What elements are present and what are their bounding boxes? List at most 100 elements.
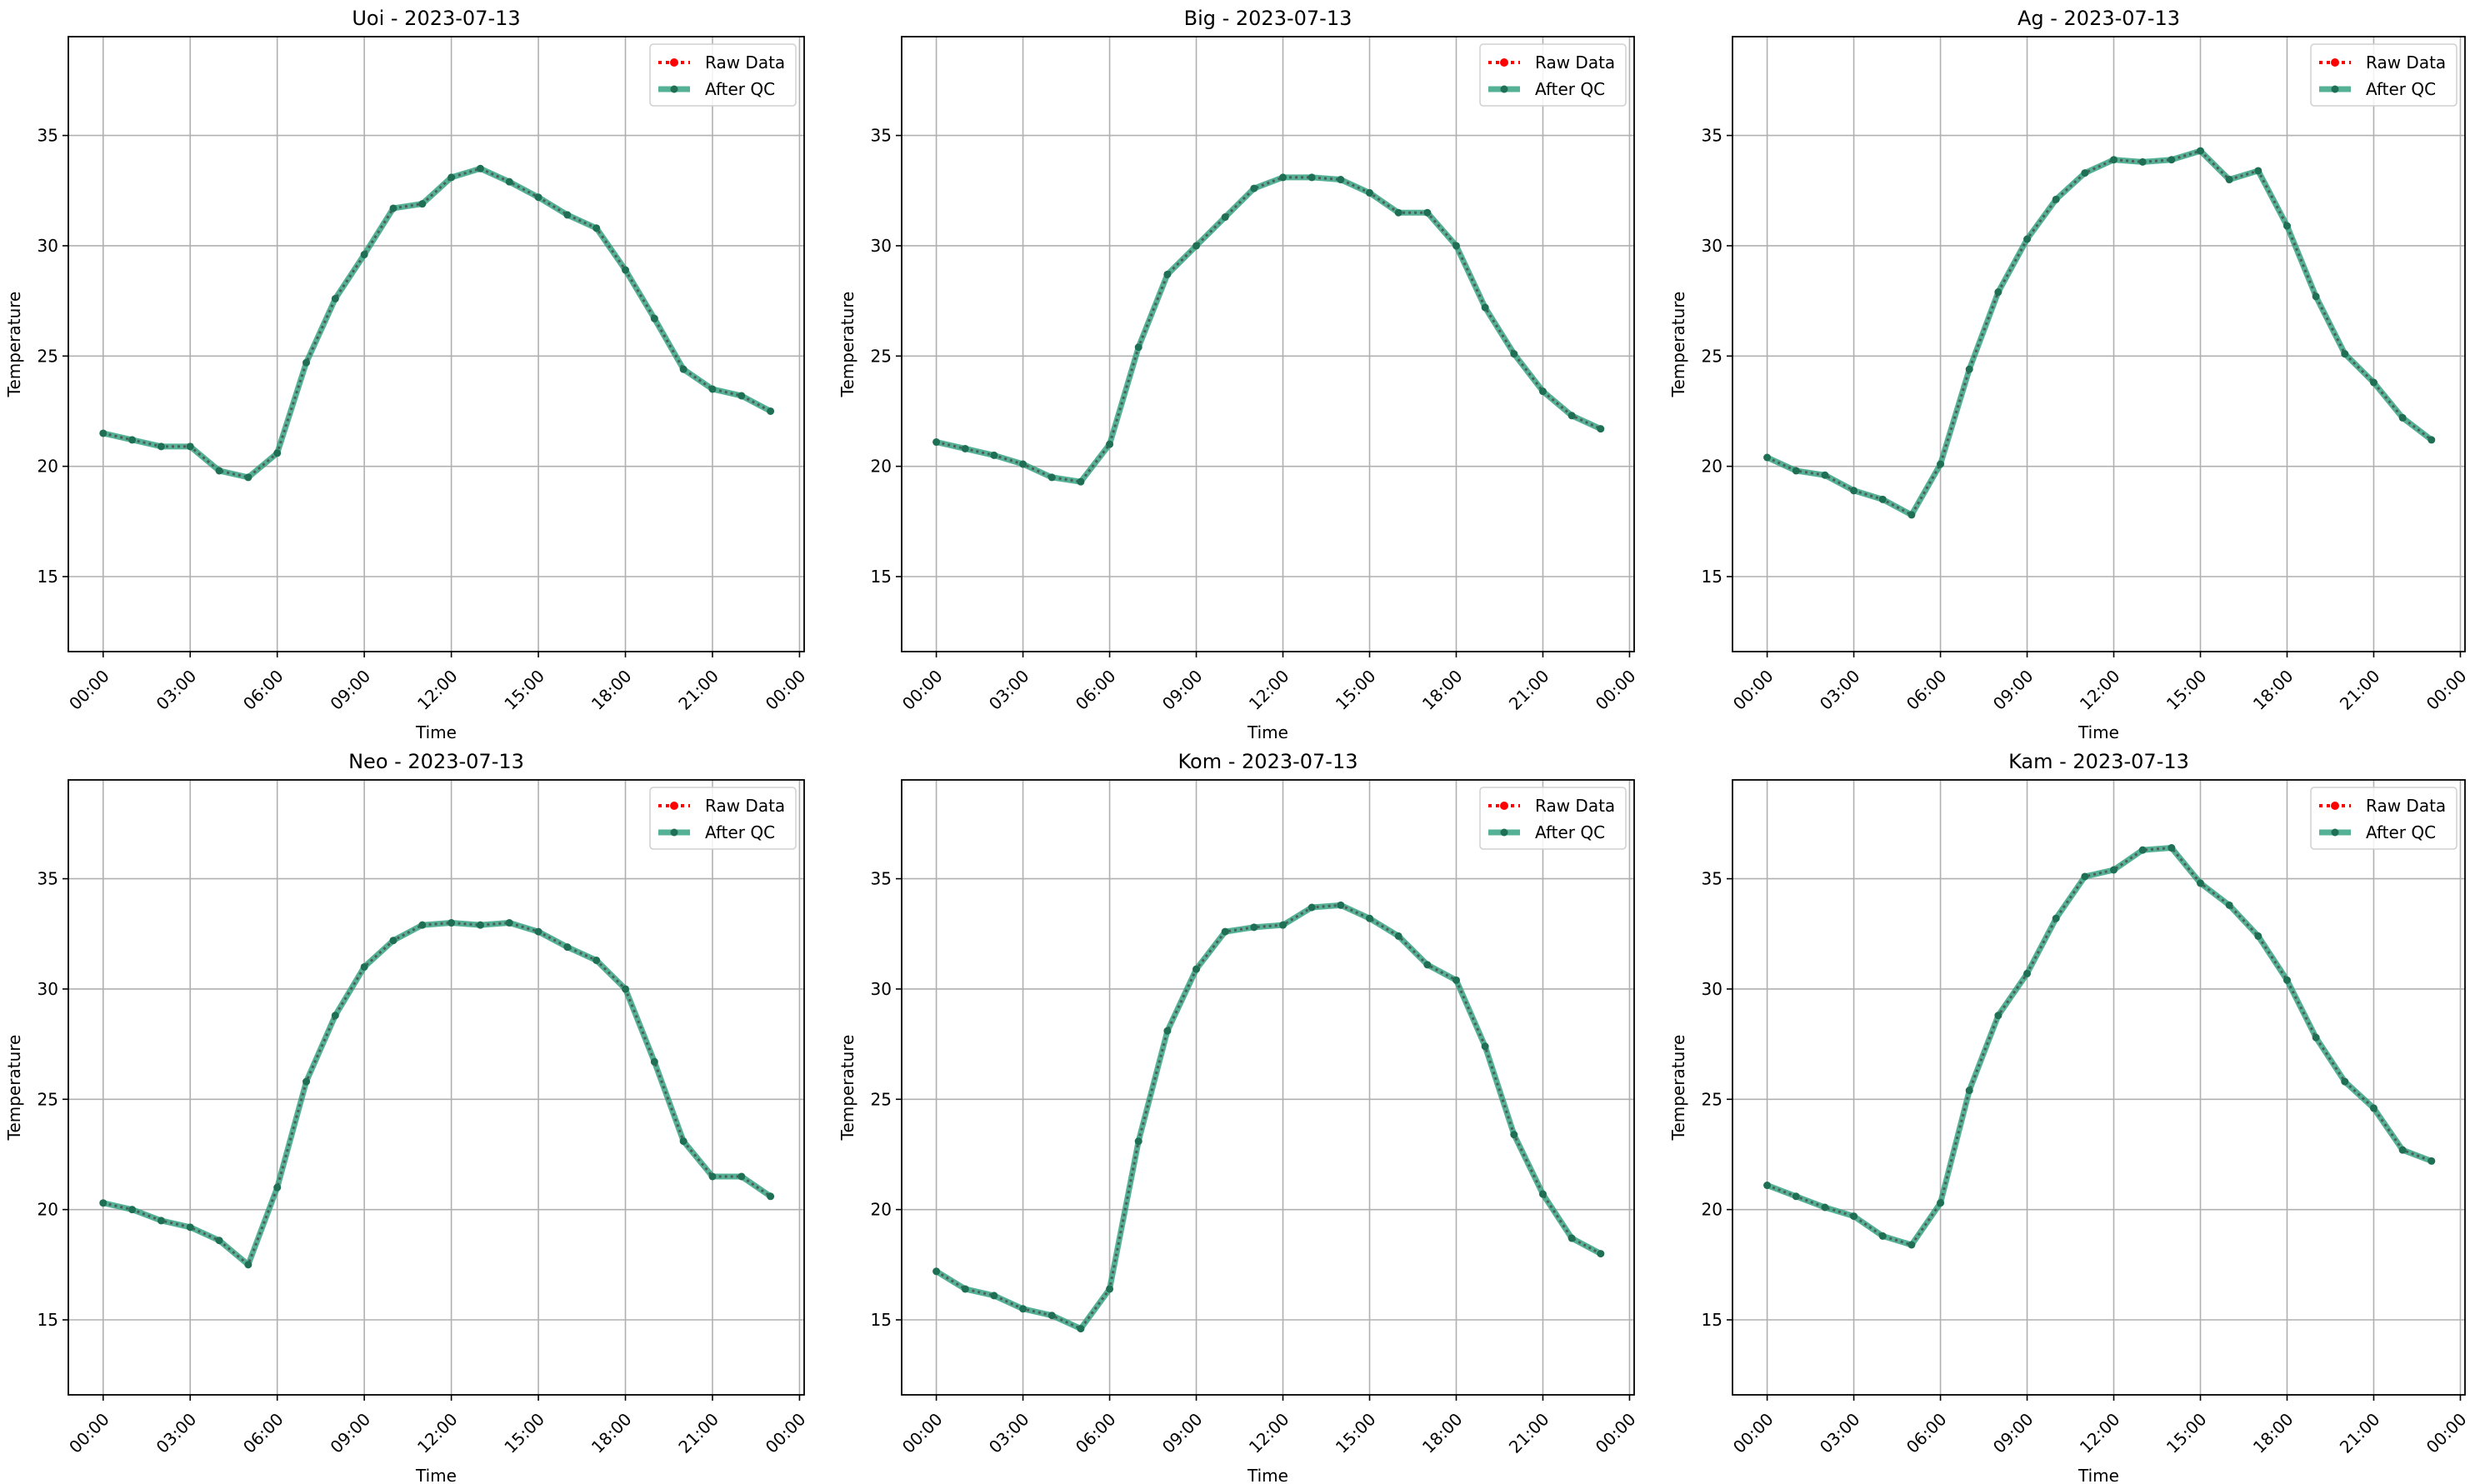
data-point-after-qc — [1077, 1325, 1085, 1333]
data-point-after-qc — [1510, 350, 1518, 358]
data-point-after-qc — [2225, 901, 2233, 909]
data-point-after-qc — [563, 943, 572, 952]
data-point-after-qc — [679, 365, 688, 373]
subplot-big: 00:00 03:00 06:00 09:00 12:00 15:00 18:00 21:00… — [838, 7, 1639, 742]
y-tick-label: 30 — [1702, 236, 1722, 256]
data-point-after-qc — [1019, 1305, 1028, 1313]
data-point-after-qc — [1878, 495, 1887, 503]
series-line-raw-data — [936, 176, 1602, 483]
y-tick-label: 35 — [871, 126, 892, 146]
data-point-after-qc — [2081, 169, 2089, 177]
x-tick-label: 18:00 — [1418, 666, 1467, 714]
data-point-after-qc — [1423, 961, 1432, 969]
x-tick-label: 12:00 — [413, 1409, 462, 1457]
legend-label-after-qc: After QC — [2366, 79, 2436, 99]
data-point-after-qc — [1134, 343, 1142, 352]
data-point-after-qc — [2369, 1104, 2378, 1112]
subplot-title: Kom - 2023-07-13 — [1178, 750, 1358, 773]
data-point-after-qc — [1250, 923, 1258, 932]
data-point-after-qc — [186, 1223, 194, 1232]
data-point-after-qc — [505, 177, 513, 186]
legend-marker-after-qc — [670, 85, 678, 93]
x-tick-label: 09:00 — [1158, 1409, 1207, 1457]
data-point-after-qc — [1308, 903, 1316, 912]
x-tick-label: 03:00 — [985, 666, 1033, 714]
x-tick-label: 18:00 — [2249, 1409, 2298, 1457]
subplot-kom: 00:00 03:00 06:00 09:00 12:00 15:00 18:00 21:00… — [838, 750, 1639, 1484]
legend: Raw Data After QC — [2310, 43, 2458, 107]
data-point-after-qc — [1077, 477, 1085, 486]
data-point-after-qc — [1221, 213, 1229, 222]
data-point-after-qc — [2110, 156, 2118, 164]
data-point-after-qc — [1538, 387, 1547, 396]
legend-label-after-qc: After QC — [2366, 822, 2436, 842]
series-line-after-qc — [102, 920, 772, 1268]
subplot-neo: 00:00 03:00 06:00 09:00 12:00 15:00 18:00 21:00… — [4, 750, 809, 1484]
series-line-after-qc — [1766, 845, 2433, 1248]
x-tick-label: 06:00 — [1902, 666, 1951, 714]
series-line-raw-data — [1766, 149, 2432, 517]
x-tick-label: 18:00 — [588, 1409, 636, 1457]
series-line-after-qc — [934, 902, 1602, 1332]
data-point-after-qc — [1763, 1182, 1772, 1190]
data-point-after-qc — [1221, 927, 1229, 936]
x-tick-label: 00:00 — [762, 1409, 810, 1457]
data-point-after-qc — [2282, 976, 2291, 984]
axes-frame — [68, 36, 805, 652]
x-tick-label: 21:00 — [674, 1409, 722, 1457]
y-tick-label: 25 — [871, 1089, 892, 1109]
data-point-after-qc — [1597, 425, 1605, 433]
y-tick-label: 30 — [38, 979, 58, 999]
data-point-after-qc — [1394, 932, 1402, 940]
data-point-after-qc — [505, 919, 513, 927]
data-point-after-qc — [1279, 173, 1288, 182]
data-point-after-qc — [1792, 1192, 1800, 1201]
series-line-after-qc — [1766, 147, 2433, 518]
subplot-title: Ag - 2023-07-13 — [2018, 7, 2180, 30]
data-point-after-qc — [1937, 1199, 1945, 1207]
x-tick-label: 03:00 — [152, 1409, 201, 1457]
data-point-after-qc — [448, 173, 456, 182]
data-point-after-qc — [360, 251, 368, 259]
x-tick-label: 00:00 — [2422, 666, 2471, 714]
data-point-after-qc — [1048, 473, 1056, 482]
data-point-after-qc — [1452, 976, 1460, 984]
data-point-after-qc — [215, 467, 223, 475]
x-tick-label: 12:00 — [1245, 666, 1293, 714]
data-point-after-qc — [534, 927, 542, 936]
data-point-after-qc — [1192, 242, 1201, 250]
y-tick-label: 30 — [871, 979, 892, 999]
data-point-after-qc — [2254, 167, 2262, 175]
data-point-after-qc — [389, 204, 398, 212]
legend-marker-after-qc — [670, 828, 678, 837]
x-tick-label: 09:00 — [326, 1409, 374, 1457]
x-axis-label: Time — [1247, 1466, 1288, 1484]
data-point-after-qc — [2341, 1077, 2349, 1086]
data-point-after-qc — [932, 438, 941, 447]
y-tick-label: 35 — [38, 126, 58, 146]
data-point-after-qc — [1163, 1027, 1172, 1035]
data-point-after-qc — [932, 1267, 941, 1276]
data-point-after-qc — [2254, 932, 2262, 940]
y-tick-label: 25 — [1702, 346, 1722, 366]
x-axis-label: Time — [2078, 1466, 2119, 1484]
legend-label-raw-data: Raw Data — [705, 52, 785, 72]
data-point-after-qc — [2428, 1157, 2436, 1165]
legend-marker-after-qc — [2331, 85, 2339, 93]
y-axis-label: Temperature — [4, 292, 24, 398]
data-point-after-qc — [2081, 872, 2089, 881]
data-point-after-qc — [2369, 378, 2378, 387]
data-point-after-qc — [2282, 222, 2291, 230]
data-point-after-qc — [360, 962, 368, 971]
data-point-after-qc — [961, 1285, 969, 1293]
y-tick-label: 25 — [38, 346, 58, 366]
y-tick-label: 30 — [38, 236, 58, 256]
x-tick-label: 15:00 — [2162, 666, 2211, 714]
legend-label-after-qc: After QC — [1535, 79, 1605, 99]
subplot-title: Uoi - 2023-07-13 — [352, 7, 520, 30]
data-point-after-qc — [157, 1217, 165, 1225]
x-tick-label: 12:00 — [2076, 1409, 2124, 1457]
x-tick-label: 03:00 — [152, 666, 201, 714]
y-tick-label: 15 — [871, 1310, 892, 1330]
